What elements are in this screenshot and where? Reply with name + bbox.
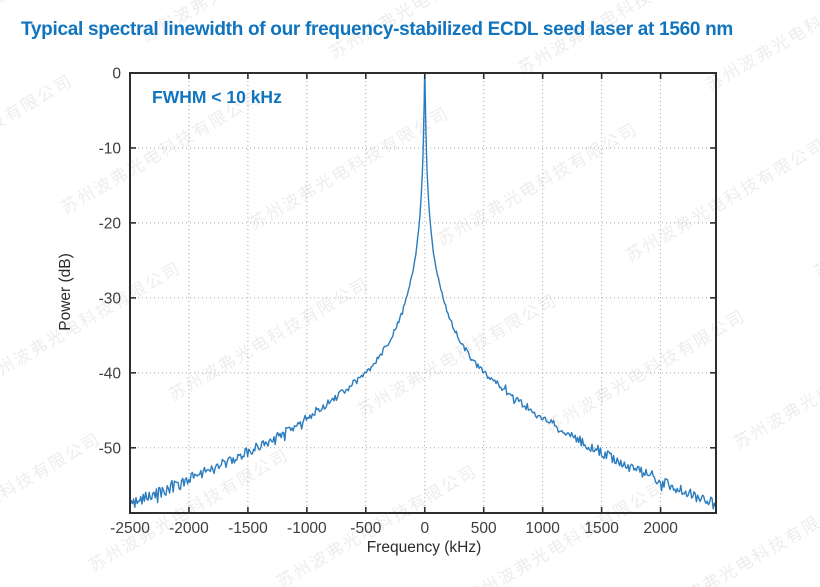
y-tick-label: -50 bbox=[99, 440, 122, 457]
x-tick-label: 1500 bbox=[584, 520, 619, 537]
x-tick-label: 0 bbox=[420, 520, 429, 537]
spectrum-trace bbox=[130, 73, 716, 510]
x-tick-label: -2500 bbox=[110, 520, 150, 537]
x-axis-label: Frequency (kHz) bbox=[366, 539, 482, 556]
y-tick-label: -10 bbox=[99, 140, 122, 157]
x-tick-label: -1000 bbox=[287, 520, 327, 537]
plot-frame bbox=[129, 72, 717, 514]
figure-title: Typical spectral linewidth of our freque… bbox=[21, 19, 733, 40]
y-tick-label: -20 bbox=[99, 215, 122, 232]
x-tick-label: 500 bbox=[471, 520, 497, 537]
x-tick-label: -500 bbox=[350, 520, 381, 537]
y-tick-label: 0 bbox=[112, 66, 121, 83]
x-tick-label: -2000 bbox=[169, 520, 209, 537]
x-tick-label: 2000 bbox=[643, 520, 678, 537]
y-axis-label: Power (dB) bbox=[57, 253, 74, 331]
fwhm-annotation: FWHM < 10 kHz bbox=[152, 87, 282, 107]
y-tick-label: -40 bbox=[99, 365, 122, 382]
x-tick-label: -1500 bbox=[228, 520, 268, 537]
x-tick-label: 1000 bbox=[525, 520, 560, 537]
y-tick-label: -30 bbox=[99, 290, 122, 307]
